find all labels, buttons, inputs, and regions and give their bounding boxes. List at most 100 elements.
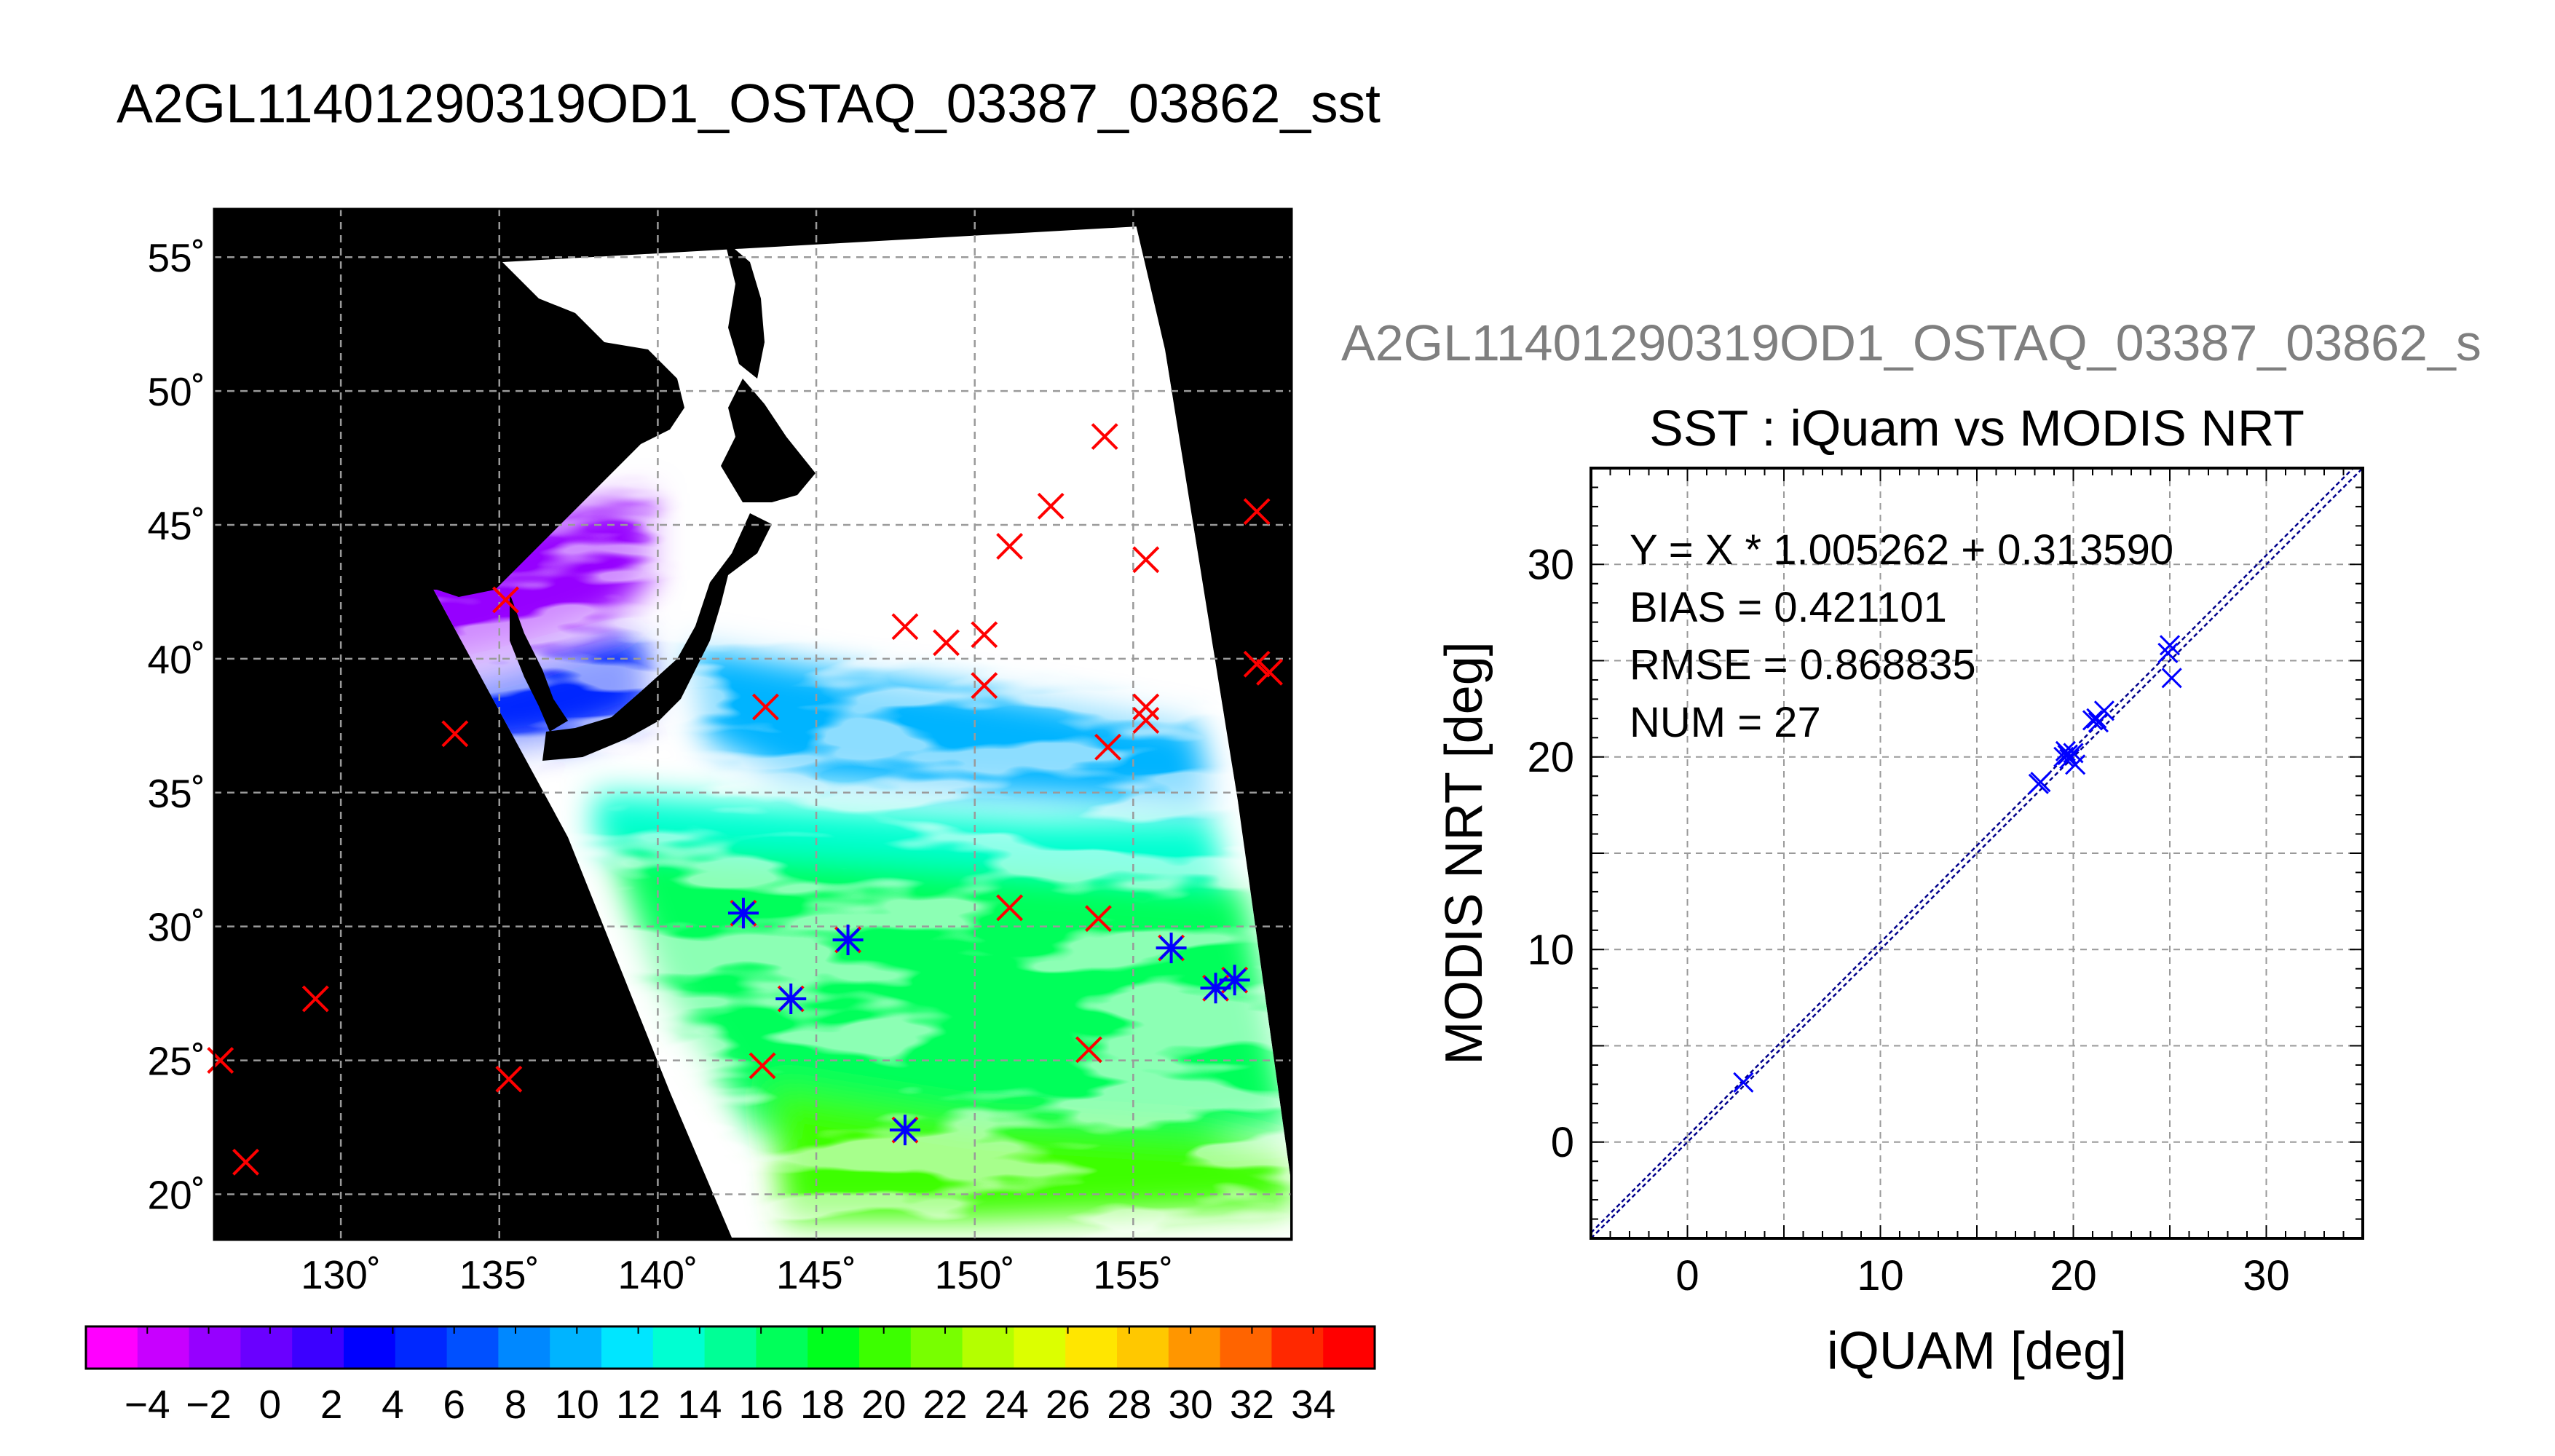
- colorbar-tick-label: 34: [1291, 1382, 1335, 1427]
- map-y-tick-label: 40˚: [148, 637, 206, 682]
- colorbar-tick-label: 2: [320, 1382, 343, 1427]
- scatter-point: [2088, 712, 2109, 733]
- colorbar-tick-label: 26: [1046, 1382, 1090, 1427]
- scatter-grid: [1591, 468, 2363, 1238]
- scatter-stat-line: BIAS = 0.421101: [1630, 584, 1947, 631]
- iquam-marker: [1094, 733, 1121, 761]
- fit-lines: [1591, 468, 2363, 1238]
- colorbar-cell: [1220, 1326, 1272, 1369]
- scatter-point: [2161, 668, 2182, 689]
- scatter-points: [1733, 635, 2182, 1093]
- iquam-marker: [232, 1148, 259, 1176]
- colorbar-tick-label: 4: [382, 1382, 404, 1427]
- scatter-point: [2093, 700, 2114, 721]
- scatter-point: [2159, 635, 2181, 656]
- map-x-tick-labels: 130˚ 135˚ 140˚ 145˚ 150˚ 155˚: [301, 1252, 1173, 1297]
- colorbar-tick-label: −2: [186, 1382, 232, 1427]
- map-markers: [207, 423, 1283, 1176]
- iquam-marker: [1132, 693, 1160, 721]
- land-asia-coast: [214, 209, 1282, 597]
- scatter-x-axis-label: iQUAM [deg]: [1827, 1322, 2127, 1380]
- matchup-marker: [1156, 933, 1187, 964]
- iquam-marker: [1091, 423, 1118, 451]
- matchup-marker: [889, 1115, 920, 1146]
- colorbar-tick-label: 20: [861, 1382, 906, 1427]
- colorbar-tick-label: 16: [739, 1382, 783, 1427]
- map-y-tick-label: 50˚: [148, 369, 206, 414]
- scatter-y-tick-labels: 0 10 20 30: [1527, 541, 1574, 1166]
- iquam-marker: [1132, 707, 1160, 734]
- map-frame: [213, 207, 1293, 1241]
- land-hokkaido: [721, 379, 816, 502]
- colorbar-cell: [807, 1326, 860, 1369]
- sst-map: 130˚ 135˚ 140˚ 145˚ 150˚ 155˚ 20˚ 25˚ 30˚ 35˚ 40˚…: [148, 207, 1293, 1297]
- scatter-stat-line: NUM = 27: [1630, 699, 1821, 746]
- map-y-tick-label: 35˚: [148, 771, 206, 816]
- colorbar-tick-label: 24: [984, 1382, 1029, 1427]
- scatter-frame: [1590, 467, 2364, 1240]
- scatter-point: [2065, 754, 2086, 775]
- colorbar-cell: [1117, 1326, 1169, 1369]
- iquam-marker: [1243, 650, 1271, 678]
- colorbar-tick-label: 32: [1230, 1382, 1274, 1427]
- colorbar-tick-label: −4: [125, 1382, 170, 1427]
- page-title: A2GL11401290319OD1_OSTAQ_03387_03862_sst: [117, 73, 1381, 134]
- colorbar-cell: [137, 1326, 190, 1369]
- iquam-marker: [1256, 658, 1283, 686]
- colorbar-tick-label: 6: [443, 1382, 465, 1427]
- colorbar-cells: [86, 1326, 1375, 1369]
- colorbar-tick-label: 14: [677, 1382, 722, 1427]
- land-sakhalin: [724, 240, 765, 379]
- colorbar-cell: [1014, 1326, 1066, 1369]
- scatter-x-tick-label: 20: [2050, 1252, 2097, 1299]
- iquam-marker: [996, 533, 1024, 560]
- scatter-point: [1733, 1072, 1754, 1093]
- iquam-marker: [933, 629, 960, 657]
- scatter-point: [2057, 745, 2078, 766]
- scatter-x-tick-label: 10: [1857, 1252, 1904, 1299]
- iquam-marker: [495, 1065, 523, 1093]
- colorbar-cell: [395, 1326, 448, 1369]
- matchup-marker: [1219, 965, 1250, 996]
- iquam-marker: [891, 613, 919, 641]
- iquam-marker: [1075, 1036, 1102, 1064]
- colorbar-tick-label: 12: [616, 1382, 660, 1427]
- colorbar-tick-label: 18: [800, 1382, 845, 1427]
- colorbar: −4 −2 0 2 4 6 8 10 12 14 16 18 20 22 24 26 28 30 32 34: [84, 1325, 1376, 1427]
- regression-line: [1591, 468, 2355, 1234]
- scatter-stats: Y = X * 1.005262 + 0.313590 BIAS = 0.4211…: [1630, 526, 2173, 746]
- map-x-tick-label: 140˚: [617, 1252, 698, 1297]
- land-mask: [214, 209, 1282, 761]
- colorbar-cell: [292, 1326, 344, 1369]
- scatter-point: [2082, 710, 2104, 731]
- scatter-y-tick-label: 20: [1527, 734, 1574, 781]
- scatter-y-tick-label: 0: [1551, 1119, 1574, 1166]
- colorbar-cell: [601, 1326, 654, 1369]
- iquam-marker: [1037, 492, 1065, 520]
- colorbar-cell: [498, 1326, 550, 1369]
- scatter-x-tick-labels: 0 10 20 30: [1675, 1252, 2289, 1299]
- iquam-marker: [1085, 905, 1112, 933]
- colorbar-cell: [962, 1326, 1014, 1369]
- matchup-marker: [727, 898, 759, 929]
- colorbar-cell: [86, 1326, 138, 1369]
- land-korea: [510, 593, 568, 732]
- map-grid: [214, 209, 1292, 1240]
- scatter-stat-line: Y = X * 1.005262 + 0.313590: [1630, 526, 2173, 574]
- scatter-minor-ticks: [1590, 467, 2364, 1239]
- colorbar-cell: [1323, 1326, 1375, 1369]
- map-x-tick-label: 130˚: [301, 1252, 381, 1297]
- scatter-header: A2GL11401290319OD1_OSTAQ_03387_03862_s: [1341, 314, 2481, 371]
- colorbar-cell: [704, 1326, 757, 1369]
- colorbar-cell: [910, 1326, 963, 1369]
- iquam-marker: [1243, 498, 1271, 526]
- colorbar-cell: [344, 1326, 396, 1369]
- scatter-y-axis-label: MODIS NRT [deg]: [1435, 641, 1493, 1065]
- map-y-tick-label: 30˚: [148, 905, 206, 950]
- iquam-marker: [207, 1047, 234, 1074]
- iquam-marker: [971, 672, 998, 700]
- colorbar-tick-label: 10: [555, 1382, 599, 1427]
- colorbar-tick-label: 0: [259, 1382, 282, 1427]
- iquam-marker: [301, 985, 329, 1013]
- scatter-y-tick-label: 10: [1527, 926, 1574, 973]
